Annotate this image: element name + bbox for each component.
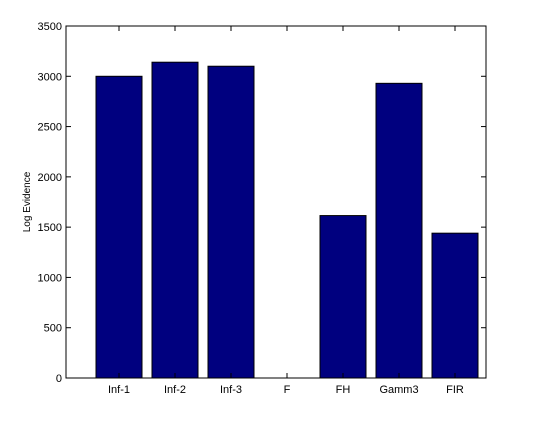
x-tick-label: FH [336, 384, 351, 396]
bar-fir [432, 233, 478, 378]
y-tick-label: 2000 [38, 172, 62, 184]
bar-inf-1 [96, 76, 142, 378]
bar-fh [320, 216, 366, 378]
y-tick-label: 0 [56, 373, 62, 385]
x-tick-label: FIR [446, 384, 464, 396]
y-tick-label: 1500 [38, 222, 62, 234]
y-tick-label: 1000 [38, 272, 62, 284]
y-tick-label: 2500 [38, 122, 62, 134]
x-tick-label: F [284, 384, 291, 396]
x-tick-label: Gamm3 [379, 384, 418, 396]
x-tick-label: Inf-2 [164, 384, 186, 396]
x-tick-label: Inf-3 [220, 384, 242, 396]
x-tick-label: Inf-1 [108, 384, 130, 396]
y-axis-title: Log Evidence [22, 171, 33, 232]
bar-inf-2 [152, 62, 198, 378]
bar-inf-3 [208, 66, 254, 378]
y-tick-label: 500 [44, 323, 62, 335]
y-tick-label: 3500 [38, 21, 62, 33]
bar-gamm3 [376, 83, 422, 378]
y-tick-label: 3000 [38, 71, 62, 83]
